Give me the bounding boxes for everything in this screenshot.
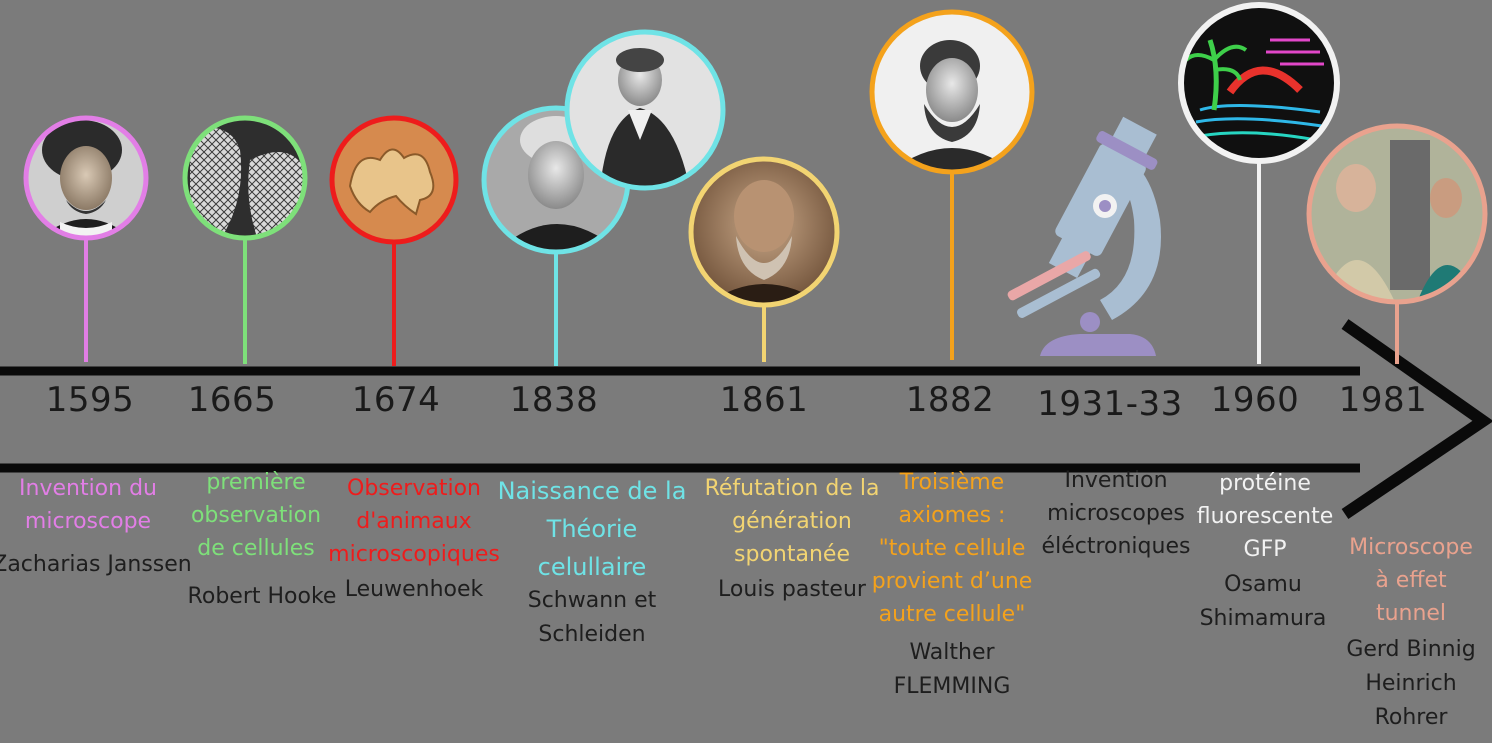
who-line: FLEMMING: [893, 674, 1011, 699]
who-line: Heinrich: [1365, 671, 1457, 696]
who-1665: Robert Hooke: [188, 580, 337, 614]
desc-line: génération: [732, 509, 852, 534]
year-1882: 1882: [905, 380, 995, 420]
year-1981: 1981: [1338, 380, 1428, 420]
microorganism-image: [329, 115, 459, 245]
desc-line: éléctroniques: [1041, 534, 1191, 559]
desc-line: GFP: [1243, 537, 1287, 562]
desc-1981: Microscope à effet tunnel: [1349, 531, 1473, 630]
portrait-binnig-rohrer-image: [1306, 123, 1488, 305]
microscope-icon: [1007, 116, 1161, 356]
desc-line: Microscope: [1349, 535, 1473, 560]
year-1838: 1838: [509, 380, 599, 420]
desc-line: autre cellule": [878, 602, 1026, 627]
who-1981: Gerd Binnig Heinrich Rohrer: [1346, 633, 1475, 735]
year-1861: 1861: [719, 380, 809, 420]
desc-line: "toute cellule: [878, 536, 1026, 561]
desc-line: axiomes :: [898, 503, 1006, 528]
who-line: Leuwenhoek: [344, 577, 484, 602]
who-line: Walther: [909, 640, 995, 665]
desc-line: Réfutation de la: [704, 476, 880, 501]
desc-line: microscopes: [1047, 501, 1185, 526]
cork-cells-image: [182, 115, 308, 241]
portrait-pasteur-image: [688, 156, 840, 308]
desc-line: tunnel: [1375, 601, 1447, 626]
desc-line: microscope: [24, 509, 152, 534]
who-line: Louis pasteur: [718, 577, 866, 602]
desc-line: spontanée: [734, 542, 850, 567]
desc-line: fluorescente: [1196, 504, 1334, 529]
who-1861: Louis pasteur: [718, 573, 866, 607]
portrait-flemming-image: [869, 9, 1035, 175]
desc-line: observation: [190, 503, 322, 528]
desc-1931-33: Invention microscopes éléctroniques: [1042, 464, 1191, 563]
desc-line: protéine: [1219, 471, 1311, 496]
who-1595: Zacharias Janssen: [0, 548, 192, 582]
who-line: Osamu: [1224, 572, 1302, 597]
desc-line: à effet: [1375, 568, 1447, 593]
portrait-schwann-schleiden-image: [481, 29, 726, 255]
desc-1674: Observation d'animaux microscopiques: [328, 472, 500, 571]
desc-line: provient d’une: [871, 569, 1033, 594]
who-line: Schwann et: [527, 588, 657, 613]
who-1960: Osamu Shimamura: [1200, 568, 1327, 636]
desc-line: microscopiques: [328, 542, 500, 567]
desc-1665: première observation de cellules: [191, 466, 321, 565]
year-1960: 1960: [1210, 380, 1300, 420]
year-1674: 1674: [351, 380, 441, 420]
who-1882: Walther FLEMMING: [894, 636, 1011, 704]
who-line: Rohrer: [1374, 705, 1448, 730]
who-line: Schleiden: [538, 622, 646, 647]
desc-line: Invention: [1064, 468, 1168, 493]
timeline-arrow: [0, 319, 1492, 519]
year-1931-33: 1931-33: [1037, 384, 1183, 424]
portrait-janssen-image: [23, 115, 149, 241]
who-line: Robert Hooke: [187, 584, 337, 609]
gfp-fluorescent-image: [1178, 2, 1340, 164]
desc-1882: Troisième axiomes : "toute cellule provi…: [872, 466, 1033, 631]
desc-line: Observation: [347, 476, 481, 501]
desc-line: Invention du: [19, 476, 157, 501]
desc-line: première: [206, 470, 306, 495]
desc-line: Naissance de la: [497, 477, 687, 505]
desc-line: d'animaux: [356, 509, 472, 534]
who-line: Shimamura: [1199, 606, 1327, 631]
desc-1960: protéine fluorescente GFP: [1197, 467, 1334, 566]
who-1674: Leuwenhoek: [345, 573, 484, 607]
who-line: Gerd Binnig: [1346, 637, 1476, 662]
desc-1861: Réfutation de la génération spontanée: [705, 472, 880, 571]
desc-line: celullaire: [537, 553, 647, 581]
desc-1595: Invention du microscope: [19, 472, 157, 538]
year-1665: 1665: [187, 380, 277, 420]
desc-line: Troisième: [899, 470, 1005, 495]
desc-line: de cellules: [197, 536, 315, 561]
who-line: Zacharias Janssen: [0, 552, 192, 577]
desc-line: Théorie: [546, 515, 638, 543]
who-1838: Schwann et Schleiden: [528, 584, 657, 652]
desc-1838: Naissance de la Théorie celullaire: [498, 472, 687, 586]
year-1595: 1595: [45, 380, 135, 420]
